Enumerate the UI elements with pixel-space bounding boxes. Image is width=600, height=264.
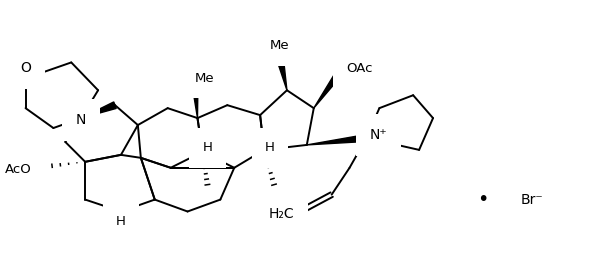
Polygon shape (277, 58, 287, 90)
Polygon shape (191, 78, 198, 118)
Text: Br⁻: Br⁻ (520, 192, 543, 207)
Polygon shape (314, 70, 343, 108)
Text: OAc: OAc (347, 62, 373, 75)
Text: H: H (116, 215, 126, 228)
Text: H: H (202, 142, 212, 154)
Text: H₂C: H₂C (268, 208, 294, 221)
Text: N⁺: N⁺ (370, 128, 387, 142)
Text: •: • (477, 190, 488, 209)
Polygon shape (307, 135, 367, 145)
Text: Me: Me (270, 40, 290, 53)
Text: H: H (265, 142, 275, 154)
Polygon shape (81, 102, 116, 118)
Text: Me: Me (194, 72, 214, 85)
Text: N: N (76, 113, 86, 127)
Text: AcO: AcO (5, 163, 32, 176)
Text: O: O (20, 62, 31, 76)
